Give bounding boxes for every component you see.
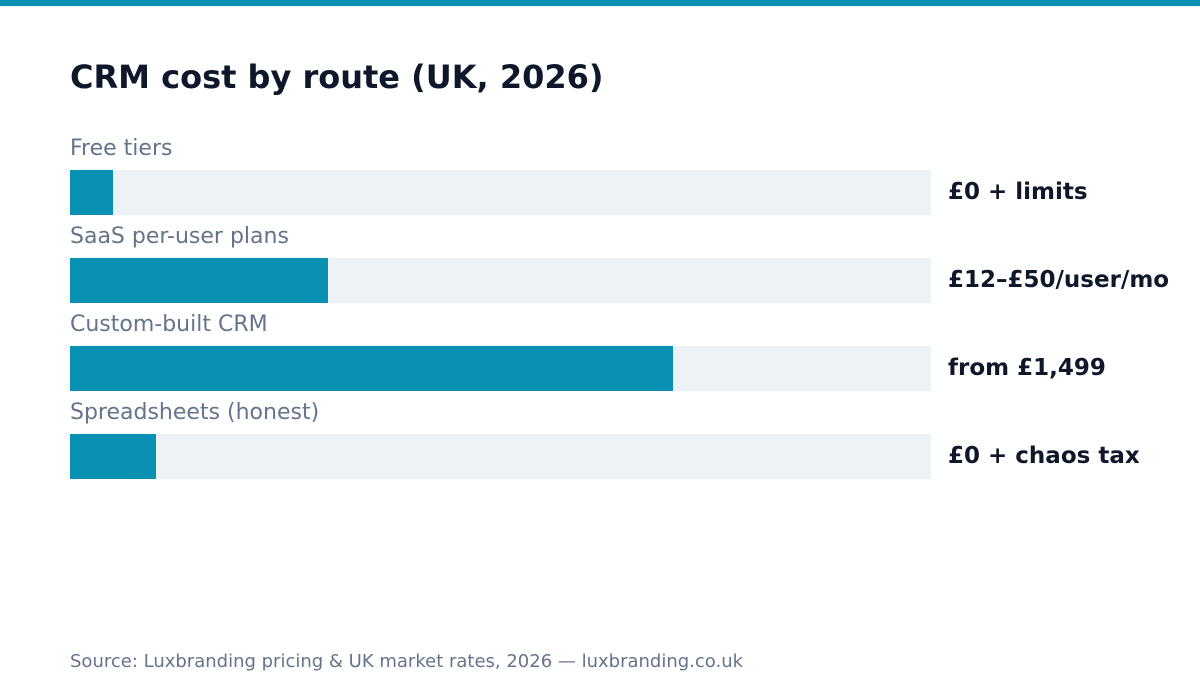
bar-fill [70, 346, 673, 391]
bar-label: SaaS per-user plans [70, 224, 289, 249]
bar-label: Free tiers [70, 136, 173, 161]
bar-label: Custom-built CRM [70, 312, 268, 337]
bar-value-label: from £1,499 [948, 355, 1106, 381]
bar-fill [70, 258, 328, 303]
bar-track [70, 258, 931, 303]
bar-track [70, 346, 931, 391]
bar-fill [70, 434, 156, 479]
bar-fill [70, 170, 113, 215]
source-note: Source: Luxbranding pricing & UK market … [70, 651, 744, 672]
bar-track [70, 170, 931, 215]
bar-value-label: £0 + limits [948, 179, 1088, 205]
bar-label: Spreadsheets (honest) [70, 400, 320, 425]
bar-value-label: £12–£50/user/mo [948, 267, 1170, 293]
bar-value-label: £0 + chaos tax [948, 443, 1140, 469]
chart-title: CRM cost by route (UK, 2026) [70, 58, 604, 96]
bar-track [70, 434, 931, 479]
top-accent-bar [0, 0, 1200, 6]
